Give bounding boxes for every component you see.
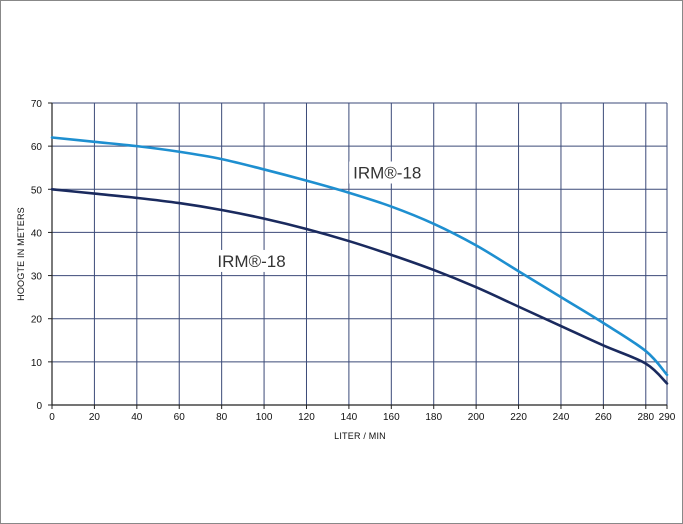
series-label-bg-0 (349, 161, 426, 184)
x-tick-label-10: 200 (468, 412, 485, 423)
x-tick-label-12: 240 (553, 412, 570, 423)
series-label-bg-1 (213, 249, 290, 272)
x-tick-label-9: 180 (425, 412, 442, 423)
y-tick-label-2: 20 (31, 315, 43, 326)
y-tick-labels: 0 10 20 30 40 50 60 70 (31, 99, 52, 412)
x-tick-label-4: 80 (216, 412, 228, 423)
x-tick-label-14: 280 (637, 412, 654, 423)
x-axis-title: LITER / MIN (334, 431, 386, 441)
x-tick-label-2: 40 (131, 412, 143, 423)
x-tick-label-8: 160 (383, 412, 400, 423)
x-tick-label-0: 0 (49, 412, 55, 423)
series-labels: IRM®-18 IRM®-18 (213, 161, 426, 272)
series-line-1 (50, 187, 669, 385)
y-tick-label-7: 70 (31, 99, 43, 110)
x-tick-label-7: 140 (341, 412, 358, 423)
x-tick-label-6: 120 (298, 412, 315, 423)
x-tick-label-3: 60 (174, 412, 186, 423)
y-tick-label-5: 50 (31, 185, 43, 196)
series-label-0: IRM®-18 (353, 164, 421, 183)
y-tick-label-4: 40 (31, 228, 43, 239)
series-label-1: IRM®-18 (217, 252, 285, 271)
x-tick-label-13: 260 (595, 412, 612, 423)
x-tick-labels: 0 20 40 60 80 100 120 140 160 180 200 220 240 260 280 2… (49, 405, 676, 423)
x-tick-label-11: 220 (510, 412, 527, 423)
y-tick-label-3: 30 (31, 272, 43, 283)
x-tick-label-1: 20 (89, 412, 101, 423)
series-lines (50, 136, 669, 385)
x-tick-label-15: 290 (659, 412, 676, 423)
y-axis-title: HOOGTE IN METERS (16, 207, 26, 301)
y-tick-label-6: 60 (31, 142, 43, 153)
x-tick-label-5: 100 (256, 412, 273, 423)
y-tick-label-0: 0 (36, 401, 42, 412)
axes (51, 103, 667, 406)
y-tick-label-1: 10 (31, 358, 43, 369)
series-line-0 (50, 136, 669, 377)
